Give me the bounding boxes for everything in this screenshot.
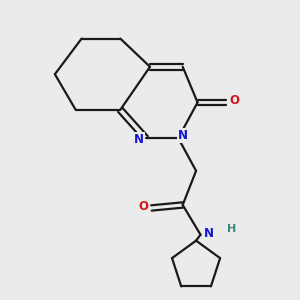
Text: N: N: [204, 227, 214, 240]
Text: N: N: [178, 129, 188, 142]
Text: O: O: [229, 94, 239, 107]
Text: H: H: [226, 224, 236, 234]
Text: O: O: [138, 200, 148, 213]
Text: N: N: [134, 133, 144, 146]
